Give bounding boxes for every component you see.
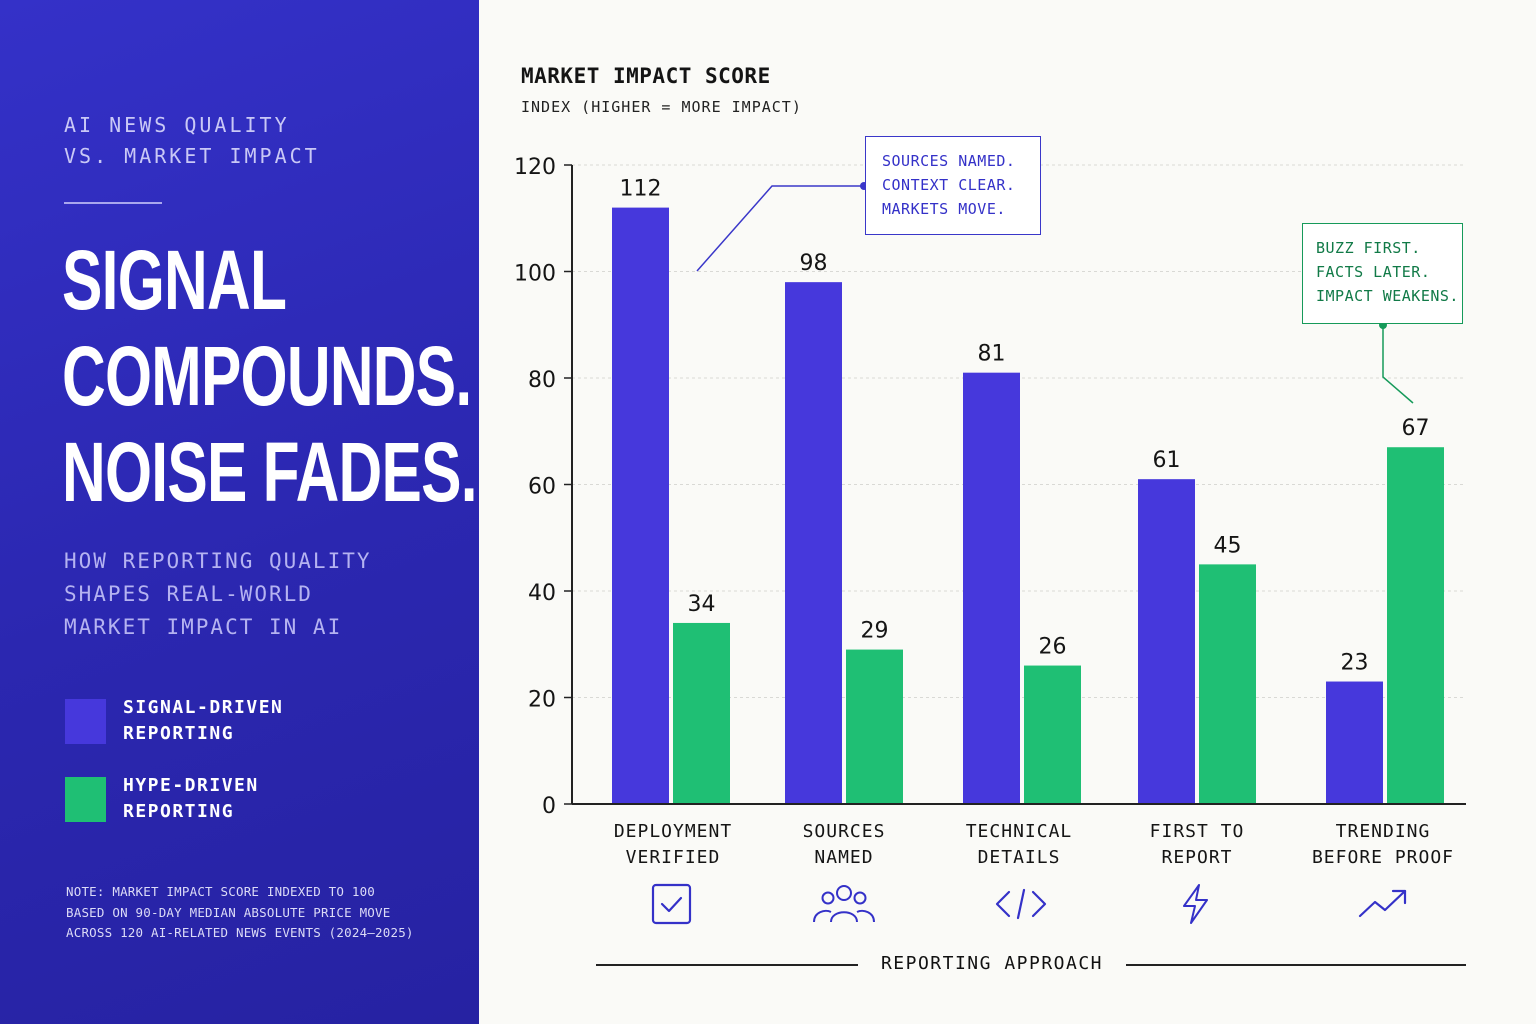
y-tick-label-60: 60	[528, 475, 556, 500]
footnote-line-2: BASED ON 90-DAY MEDIAN ABSOLUTE PRICE MO…	[66, 904, 391, 920]
x-category-3-line-1: TECHNICAL	[965, 821, 1073, 842]
kicker: AI NEWS QUALITY VS. MARKET IMPACT	[64, 110, 320, 172]
legend-label-hype-line-2: REPORTING	[123, 801, 235, 822]
x-category-4-line-1: FIRST TO	[1149, 821, 1245, 842]
legend-label-signal-line-1: SIGNAL-DRIVEN	[123, 697, 284, 718]
callout-signal: SOURCES NAMED. CONTEXT CLEAR. MARKETS MO…	[865, 136, 1041, 235]
x-category-first-to-report: FIRST TO REPORT	[1107, 819, 1287, 871]
bar-hype-3	[1024, 665, 1081, 804]
bar-hype-2	[846, 649, 903, 804]
subhead-line-2: SHAPES REAL-WORLD	[64, 582, 313, 606]
y-tick-label-40: 40	[528, 581, 556, 606]
x-category-sources-named: SOURCES NAMED	[754, 819, 934, 871]
legend-label-signal: SIGNAL-DRIVEN REPORTING	[123, 695, 323, 747]
x-category-1-line-2: VERIFIED	[625, 847, 721, 868]
kicker-line-2: VS. MARKET IMPACT	[64, 144, 320, 168]
callout-hype-line-3: IMPACT WEAKENS.	[1316, 287, 1459, 305]
value-label-signal-5: 23	[1341, 651, 1369, 676]
callout-signal-line-2: CONTEXT CLEAR.	[882, 176, 1016, 194]
legend-label-hype: HYPE-DRIVEN REPORTING	[123, 773, 323, 825]
bar-signal-2	[785, 282, 842, 804]
value-label-signal-4: 61	[1153, 448, 1181, 473]
callout-hype-line-1: BUZZ FIRST.	[1316, 239, 1421, 257]
bar-signal-4	[1138, 479, 1195, 804]
legend-swatch-signal	[65, 698, 106, 744]
y-tick-label-100: 100	[514, 262, 556, 287]
value-label-signal-2: 98	[800, 251, 828, 276]
footnote: NOTE: MARKET IMPACT SCORE INDEXED TO 100…	[66, 882, 466, 944]
value-labels: 112 98 81 61 23 34 29 26 45 67	[620, 177, 1430, 676]
x-category-4-line-2: REPORT	[1161, 847, 1233, 868]
bar-signal-5	[1326, 681, 1383, 804]
axes: 0 20 40 60 80 100 120	[514, 155, 1466, 819]
legend-item-signal: SIGNAL-DRIVEN REPORTING	[65, 695, 323, 747]
callout-signal-line-1: SOURCES NAMED.	[882, 152, 1016, 170]
bar-hype-1	[673, 622, 730, 804]
value-label-hype-4: 45	[1214, 533, 1242, 558]
legend-label-signal-line-2: REPORTING	[123, 723, 235, 744]
divider	[64, 202, 162, 204]
hype-callout-connector	[1382, 325, 1414, 404]
legend-label-hype-line-1: HYPE-DRIVEN	[123, 775, 259, 796]
subhead: HOW REPORTING QUALITY SHAPES REAL-WORLD …	[64, 545, 372, 644]
code-brackets-icon	[995, 888, 1047, 920]
value-label-hype-3: 26	[1039, 635, 1067, 660]
chart-y-label: INDEX (HIGHER = MORE IMPACT)	[521, 98, 802, 116]
x-category-trending-before-proof: TRENDING BEFORE PROOF	[1293, 819, 1473, 871]
y-tick-label-120: 120	[514, 155, 556, 180]
headline-line-1: SIGNAL	[62, 233, 287, 327]
x-category-1-line-1: DEPLOYMENT	[613, 821, 733, 842]
legend-item-hype: HYPE-DRIVEN REPORTING	[65, 773, 323, 825]
x-category-5-line-1: TRENDING	[1335, 821, 1431, 842]
left-panel: AI NEWS QUALITY VS. MARKET IMPACT SIGNAL…	[0, 0, 479, 1024]
callout-hype: BUZZ FIRST. FACTS LATER. IMPACT WEAKENS.	[1302, 223, 1463, 324]
footnote-line-3: ACROSS 120 AI-RELATED NEWS EVENTS (2024–…	[66, 925, 414, 940]
bar-signal-1	[612, 207, 669, 805]
check-box-icon	[651, 883, 692, 925]
kicker-line-1: AI NEWS QUALITY	[64, 113, 290, 137]
x-axis-title-rule-left	[596, 964, 858, 966]
x-category-2-line-1: SOURCES	[802, 821, 886, 842]
x-category-deployment-verified: DEPLOYMENT VERIFIED	[583, 819, 763, 871]
bars	[612, 207, 1444, 805]
x-category-3-line-2: DETAILS	[977, 847, 1061, 868]
footnote-line-1: NOTE: MARKET IMPACT SCORE INDEXED TO 100	[66, 884, 376, 899]
people-group-icon	[813, 885, 875, 923]
value-label-hype-1: 34	[688, 592, 716, 617]
lightning-bolt-icon	[1183, 884, 1208, 924]
x-axis-title: REPORTING APPROACH	[860, 953, 1124, 974]
chart-title: MARKET IMPACT SCORE	[521, 64, 771, 88]
callout-connectors	[696, 182, 1414, 404]
y-tick-label-0: 0	[542, 794, 556, 819]
bar-signal-3	[963, 372, 1020, 804]
y-tick-label-80: 80	[528, 368, 556, 393]
value-label-hype-5: 67	[1402, 416, 1430, 441]
value-label-signal-3: 81	[978, 342, 1006, 367]
y-tick-label-20: 20	[528, 688, 556, 713]
subhead-line-3: MARKET IMPACT IN AI	[64, 615, 343, 639]
x-category-technical-details: TECHNICAL DETAILS	[929, 819, 1109, 871]
value-label-hype-2: 29	[861, 619, 889, 644]
subhead-line-1: HOW REPORTING QUALITY	[64, 549, 372, 573]
legend-swatch-hype	[65, 776, 106, 822]
bar-hype-4	[1199, 564, 1256, 804]
callout-signal-line-3: MARKETS MOVE.	[882, 200, 1006, 218]
value-label-signal-1: 112	[620, 177, 662, 202]
x-category-5-line-2: BEFORE PROOF	[1311, 847, 1455, 868]
bar-hype-5	[1387, 447, 1444, 804]
signal-callout-connector	[696, 185, 864, 272]
callout-hype-line-2: FACTS LATER.	[1316, 263, 1431, 281]
x-category-2-line-2: NAMED	[814, 847, 874, 868]
trend-up-arrow-icon	[1358, 889, 1407, 918]
x-axis-title-rule-right	[1126, 964, 1466, 966]
